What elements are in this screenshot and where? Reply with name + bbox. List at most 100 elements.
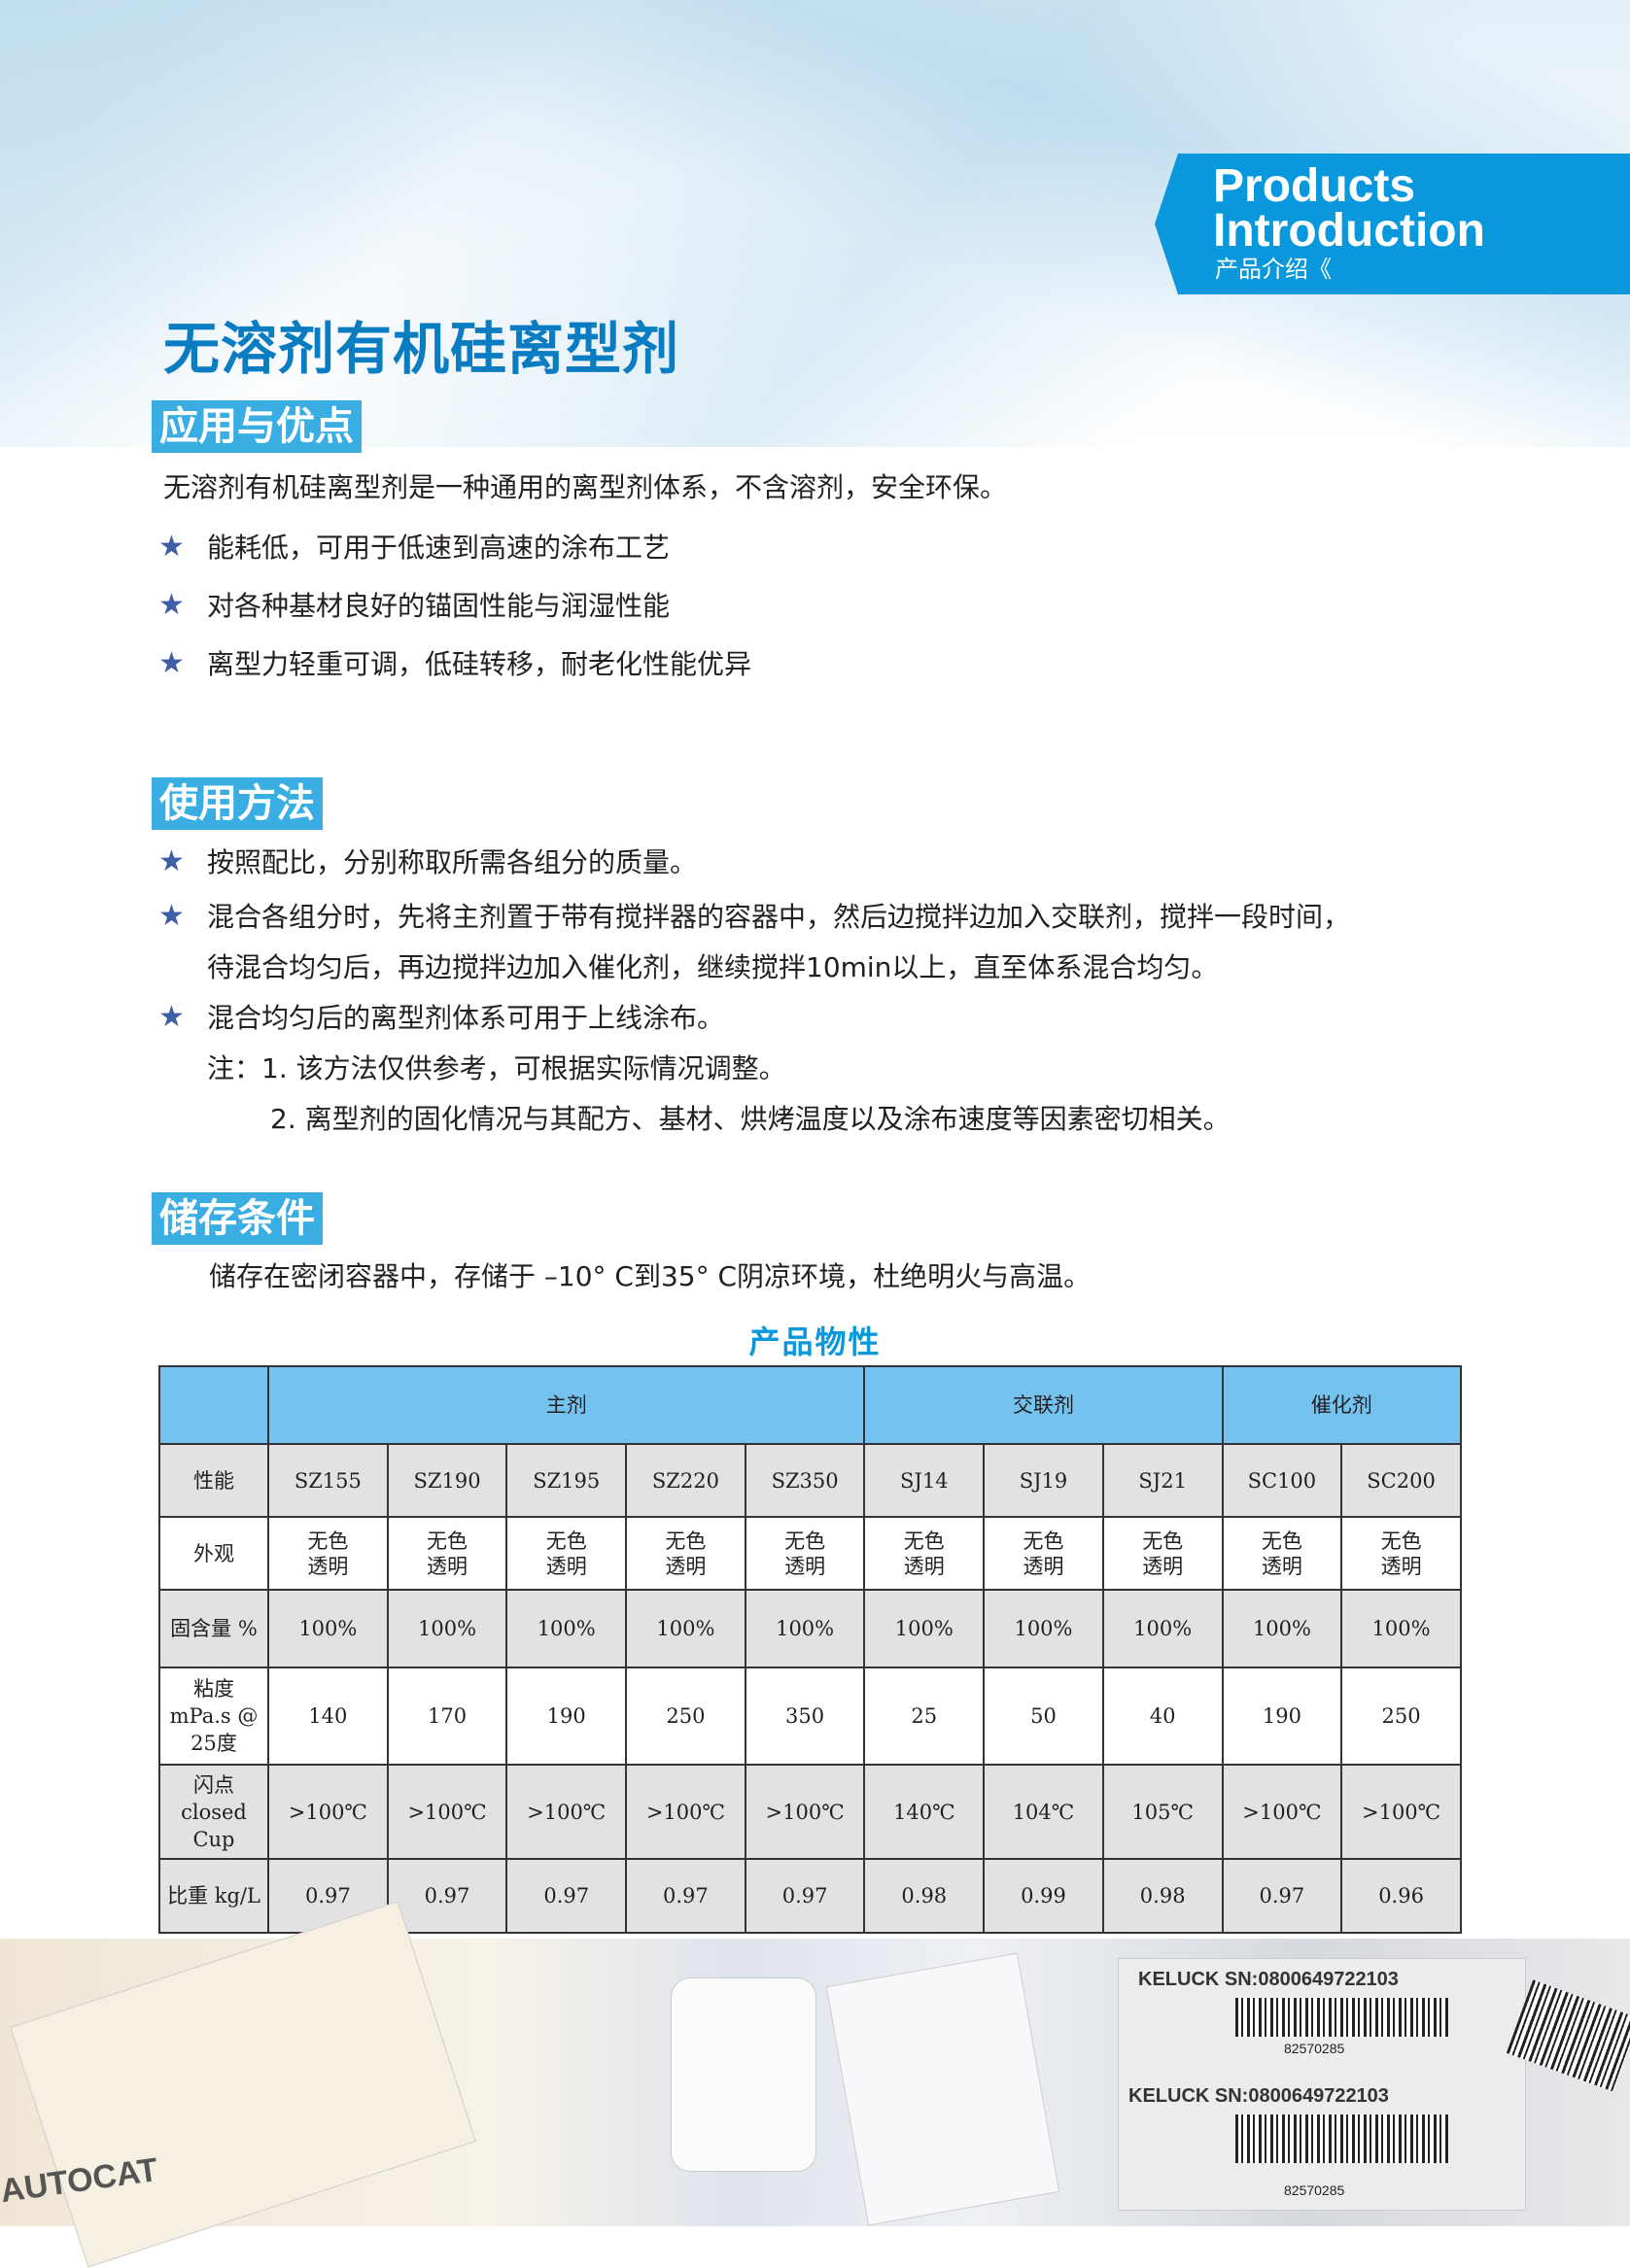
usage-note-2: 2. 离型剂的固化情况与其配方、基材、烘烤温度以及涂布速度等因素密切相关。 — [270, 1103, 1231, 1135]
table-cell: >100℃ — [744, 1764, 866, 1860]
banner-cn: 产品介绍《 — [1215, 256, 1332, 283]
table-cell: SJ21 — [1101, 1443, 1224, 1518]
table-cell: 无色透明 — [386, 1516, 508, 1591]
table-cell: >100℃ — [267, 1764, 389, 1860]
table-row: 比重 kg/L 0.97 0.97 0.97 0.97 0.97 0.98 0.99 0.98 0… — [158, 1858, 1462, 1934]
usage-item: 混合各组分时，先将主剂置于带有搅拌器的容器中，然后边搅拌边加入交联剂，搅拌一段时… — [207, 901, 1351, 933]
table-cell: SC200 — [1340, 1443, 1462, 1518]
usage-item-cont: 待混合均匀后，再边搅拌边加入催化剂，继续搅拌10min以上，直至体系混合均匀。 — [207, 951, 1219, 983]
table-cell: 105℃ — [1101, 1764, 1224, 1860]
label-roll-image — [671, 1977, 816, 2172]
row-label: 外观 — [158, 1516, 269, 1591]
section-heading-storage: 储存条件 — [152, 1192, 323, 1245]
table-cell: SZ350 — [744, 1443, 866, 1518]
table-cell: 190 — [1221, 1667, 1343, 1766]
table-cell: SZ155 — [267, 1443, 389, 1518]
section-heading-advantages: 应用与优点 — [152, 400, 362, 453]
table-cell: 0.99 — [983, 1858, 1104, 1934]
table-cell: 100% — [863, 1589, 986, 1668]
table-cell: 无色透明 — [267, 1516, 389, 1591]
table-cell: 190 — [505, 1667, 628, 1766]
table-cell: SJ14 — [863, 1443, 986, 1518]
star-icon: ★ — [158, 530, 185, 564]
table-cell: 0.97 — [625, 1858, 746, 1934]
row-label: 闪点 closed Cup — [158, 1764, 269, 1860]
table-cell: 无色透明 — [1340, 1516, 1462, 1591]
empty-header-cell — [158, 1365, 269, 1445]
table-cell: 100% — [386, 1589, 508, 1668]
advantage-item: 离型力轻重可调，低硅转移，耐老化性能优异 — [207, 648, 752, 680]
star-icon: ★ — [158, 1000, 185, 1034]
table-cell: 104℃ — [983, 1764, 1104, 1860]
star-icon: ★ — [158, 899, 185, 933]
table-cell: SC100 — [1221, 1443, 1343, 1518]
table-cell: 无色透明 — [1221, 1516, 1343, 1591]
group-header: 催化剂 — [1221, 1365, 1462, 1445]
shipping-label-image — [825, 1952, 1060, 2226]
table-cell: 无色透明 — [983, 1516, 1104, 1591]
table-cell: 0.98 — [1101, 1858, 1224, 1934]
row-label: 固含量 % — [158, 1589, 269, 1668]
table-cell: 100% — [625, 1589, 746, 1668]
table-cell: 100% — [983, 1589, 1104, 1668]
table-cell: 0.97 — [744, 1858, 866, 1934]
table-group-header: 主剂 交联剂 催化剂 — [158, 1365, 1462, 1445]
serial-label: KELUCK SN:0800649722103 — [1138, 1969, 1399, 1990]
table-cell: 0.97 — [386, 1858, 508, 1934]
table-cell: 0.98 — [863, 1858, 986, 1934]
table-cell: 140℃ — [863, 1764, 986, 1860]
table-cell: 无色透明 — [625, 1516, 746, 1591]
table-cell: 50 — [983, 1667, 1104, 1766]
table-cell: >100℃ — [386, 1764, 508, 1860]
table-cell: 250 — [625, 1667, 746, 1766]
table-cell: >100℃ — [1340, 1764, 1462, 1860]
table-cell: 0.97 — [1221, 1858, 1343, 1934]
table-cell: 0.97 — [505, 1858, 628, 1934]
table-cell: SJ19 — [983, 1443, 1104, 1518]
table-row: 固含量 % 100% 100% 100% 100% 100% 100% 100% 100% 100… — [158, 1589, 1462, 1668]
table-cell: >100℃ — [625, 1764, 746, 1860]
barcode-icon — [1235, 2114, 1449, 2163]
table-cell: 25 — [863, 1667, 986, 1766]
table-cell: 无色透明 — [863, 1516, 986, 1591]
table-cell: 100% — [1221, 1589, 1343, 1668]
table-cell: 100% — [1101, 1589, 1224, 1668]
table-cell: 350 — [744, 1667, 866, 1766]
table-row: 性能 SZ155 SZ190 SZ195 SZ220 SZ350 SJ14 SJ19 SJ21 S… — [158, 1443, 1462, 1518]
products-introduction-banner: Products Introduction 产品介绍《 — [1155, 154, 1630, 294]
barcode-number: 82570285 — [1284, 2182, 1345, 2198]
table-cell: 100% — [267, 1589, 389, 1668]
banner-line1: Products — [1213, 160, 1416, 212]
page-title: 无溶剂有机硅离型剂 — [163, 316, 680, 382]
star-icon: ★ — [158, 588, 185, 622]
barcode-number: 82570285 — [1284, 2041, 1345, 2056]
table-title: 产品物性 — [748, 1323, 882, 1360]
storage-text: 储存在密闭容器中，存储于 –10° C到35° C阴凉环境，杜绝明火与高温。 — [209, 1260, 1092, 1292]
serial-label: KELUCK SN:0800649722103 — [1128, 2085, 1389, 2107]
row-label: 性能 — [158, 1443, 269, 1518]
usage-note-1: 注：1. 该方法仅供参考，可根据实际情况调整。 — [207, 1052, 786, 1084]
table-cell: 100% — [505, 1589, 628, 1668]
banner-line2: Introduction — [1213, 205, 1485, 257]
barcode-icon — [1235, 1998, 1449, 2037]
table-cell: 40 — [1101, 1667, 1224, 1766]
table-cell: SZ195 — [505, 1443, 628, 1518]
table-cell: SZ220 — [625, 1443, 746, 1518]
table-cell: 0.96 — [1340, 1858, 1462, 1934]
table-cell: SZ190 — [386, 1443, 508, 1518]
table-cell: 无色透明 — [744, 1516, 866, 1591]
label-sheet-image — [10, 1901, 476, 2268]
section-heading-usage: 使用方法 — [152, 777, 323, 830]
table-cell: 250 — [1340, 1667, 1462, 1766]
table-row: 闪点 closed Cup >100℃ >100℃ >100℃ >100℃ >100℃ 14… — [158, 1764, 1462, 1860]
group-header: 交联剂 — [863, 1365, 1224, 1445]
star-icon: ★ — [158, 646, 185, 680]
table-cell: 无色透明 — [1101, 1516, 1224, 1591]
table-cell: >100℃ — [505, 1764, 628, 1860]
group-header: 主剂 — [266, 1365, 866, 1445]
table-cell: >100℃ — [1221, 1764, 1343, 1860]
row-label: 粘度 mPa.s @ 25度 — [158, 1667, 269, 1766]
barcode-label-image: KELUCK SN:0800649722103 82570285 KELUCK … — [1118, 1958, 1526, 2211]
row-label: 比重 kg/L — [158, 1858, 269, 1934]
usage-item: 按照配比，分别称取所需各组分的质量。 — [207, 846, 698, 878]
